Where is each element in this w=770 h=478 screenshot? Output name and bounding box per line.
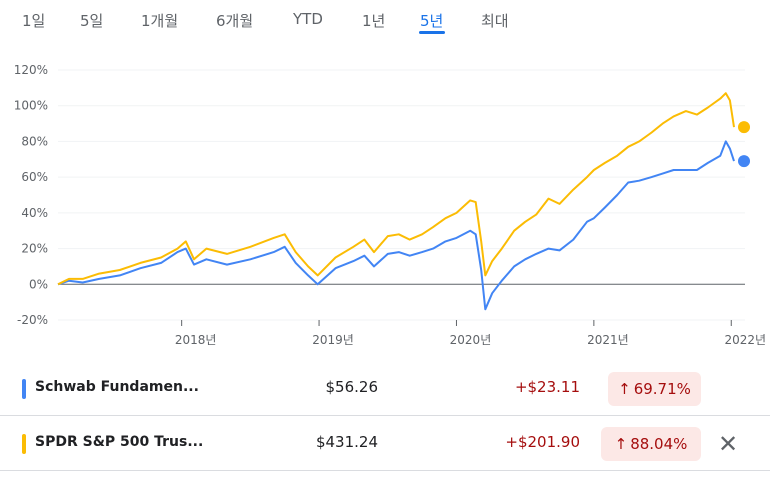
y-tick-label: 80% <box>21 134 48 148</box>
y-tick-label: 60% <box>21 170 48 184</box>
x-tick-label: 2021년 <box>587 333 629 347</box>
percent-change-value: 69.71% <box>633 380 691 398</box>
percent-change-badge: ↑ 88.04% <box>601 427 701 461</box>
comparison-row-spdr[interactable]: SPDR S&P 500 Trus... $431.24 +$201.90 ↑ … <box>0 417 770 471</box>
y-tick-label: -20% <box>17 313 48 327</box>
y-tick-label: 20% <box>21 242 48 256</box>
security-price: $431.24 <box>315 433 378 451</box>
range-tab-1d[interactable]: 1일 <box>22 12 46 30</box>
series-line-0 <box>57 140 735 311</box>
series-line-1 <box>57 92 735 286</box>
arrow-up-icon: ↑ <box>614 435 628 453</box>
arrow-up-icon: ↑ <box>618 380 631 398</box>
y-tick-label: 40% <box>21 206 48 220</box>
performance-chart: -20% 0% 20% 40% 60% 80% 100% 120% 2018년 2019년 202… <box>14 63 766 347</box>
security-price: $56.26 <box>325 378 379 396</box>
range-tab-6m[interactable]: 6개월 <box>216 12 254 30</box>
range-tab-ytd[interactable]: YTD <box>293 10 323 28</box>
y-tick-label: 120% <box>14 63 48 77</box>
percent-change-value: 88.04% <box>630 435 688 453</box>
y-tick-label: 100% <box>14 99 48 113</box>
chart-series <box>57 92 751 311</box>
y-axis: -20% 0% 20% 40% 60% 80% 100% 120% <box>14 63 745 327</box>
security-name: SPDR S&P 500 Trus... <box>35 434 204 450</box>
range-tab-1m[interactable]: 1개월 <box>141 12 179 30</box>
comparison-row-schwab[interactable]: Schwab Fundamen... $56.26 +$23.11 ↑ 69.7… <box>0 362 770 416</box>
price-change: +$23.11 <box>514 378 580 396</box>
x-tick-label: 2020년 <box>450 333 492 347</box>
security-name: Schwab Fundamen... <box>35 379 199 395</box>
range-tab-5y[interactable]: 5년 <box>420 12 444 30</box>
series-color-swatch <box>22 434 26 454</box>
range-tabs: 1일 5일 1개월 6개월 YTD 1년 5년 최대 <box>0 0 770 40</box>
x-tick-label: 2022년 <box>724 333 766 347</box>
close-icon[interactable]: ✕ <box>717 430 739 458</box>
x-tick-label: 2018년 <box>175 333 217 347</box>
series-end-marker-1 <box>738 121 751 134</box>
series-color-swatch <box>22 379 26 399</box>
x-tick-label: 2019년 <box>312 333 354 347</box>
x-axis: 2018년 2019년 2020년 2021년 2022년 <box>175 320 766 347</box>
percent-change-badge: ↑ 69.71% <box>608 372 701 406</box>
range-tab-max[interactable]: 최대 <box>481 12 509 30</box>
range-tab-1y[interactable]: 1년 <box>362 12 386 30</box>
active-tab-indicator <box>419 31 445 34</box>
y-tick-label: 0% <box>29 277 48 291</box>
series-end-marker-0 <box>738 155 751 168</box>
range-tab-5d[interactable]: 5일 <box>80 12 104 30</box>
price-change: +$201.90 <box>505 433 580 451</box>
